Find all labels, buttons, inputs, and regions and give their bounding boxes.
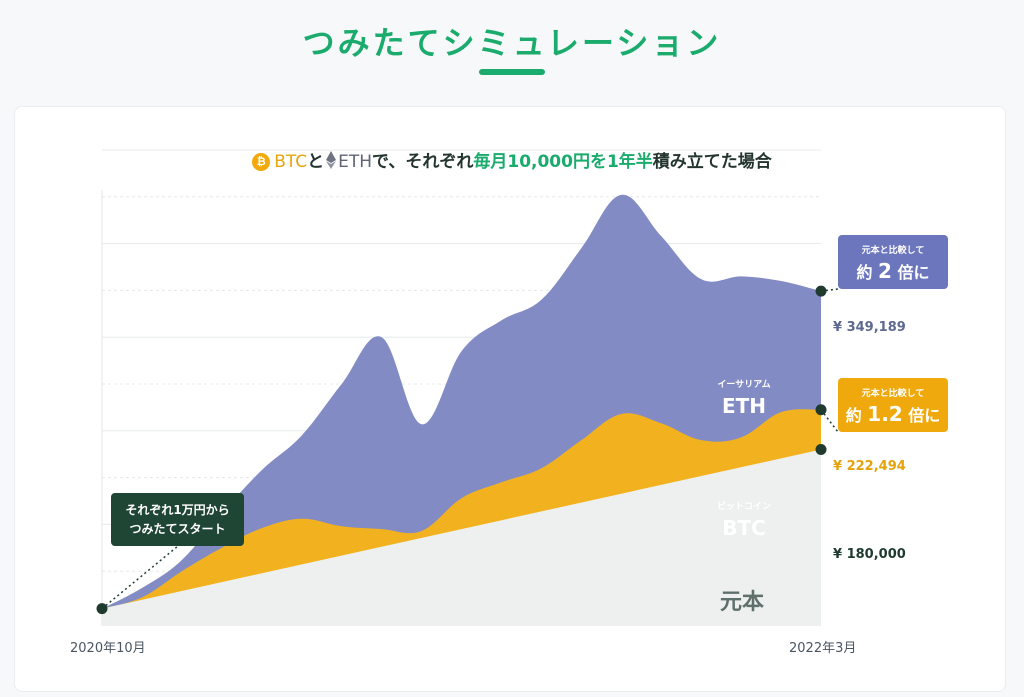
chart-areas	[102, 194, 821, 626]
start-callout-line2: つみたてスタート	[129, 522, 226, 536]
title-btc: BTC	[274, 152, 308, 172]
page-title: つみたてシミュレーション	[302, 24, 722, 62]
btc-end-marker	[815, 404, 827, 416]
chart-title: ₿ BTCと ETHで、それぞれ毎月10,000円を1年半積み立てた場合	[0, 147, 1024, 172]
btc-series-sub: ビットコイン	[716, 502, 771, 512]
btc-compare-number: 1.2	[867, 402, 903, 426]
btc-compare-big: 約 1.2 倍に	[838, 402, 948, 426]
title-highlight: 毎月10,000円を1年半	[473, 152, 653, 172]
btc-compare-prefix: 約	[845, 406, 862, 425]
x-end-label: 2022年3月	[789, 641, 857, 656]
start-callout: それぞれ1万円から つみたてスタート	[111, 493, 244, 546]
start-callout-line1: それぞれ1万円から	[125, 503, 230, 517]
title-and: と	[307, 152, 325, 172]
principal-area	[102, 449, 821, 626]
bitcoin-icon: ₿	[252, 153, 271, 171]
start-marker	[96, 603, 108, 615]
title-eth: ETH	[338, 152, 373, 172]
eth-series-sub: イーサリアム	[717, 380, 771, 390]
eth-compare-callout: 元本と比較して 約 2 倍に	[838, 235, 948, 289]
principal-series-label: 元本	[720, 590, 765, 615]
eth-end-marker	[815, 285, 827, 297]
title-end: 積み立てた場合	[652, 152, 772, 172]
eth-compare-suffix: 倍に	[897, 263, 930, 282]
btc-compare-callout: 元本と比較して 約 1.2 倍に	[838, 378, 948, 432]
eth-series-main: ETH	[721, 394, 767, 418]
eth-compare-big: 約 2 倍に	[838, 259, 948, 283]
x-start-label: 2020年10月	[70, 641, 146, 656]
ethereum-icon	[326, 151, 337, 169]
btc-compare-small: 元本と比較して	[861, 389, 925, 399]
eth-compare-prefix: 約	[856, 263, 873, 282]
chart-markers	[96, 285, 827, 615]
eth-compare-number: 2	[878, 259, 892, 283]
btc-series-label: ビットコイン BTC	[700, 499, 788, 540]
start-leader-line	[101, 545, 179, 610]
title-underline	[479, 69, 545, 75]
eth-end-value: ¥ 349,189	[833, 320, 906, 335]
eth-series-label: イーサリアム ETH	[700, 377, 788, 418]
leader-lines	[101, 288, 839, 610]
principal-end-value: ¥ 180,000	[833, 547, 906, 562]
btc-compare-suffix: 倍に	[908, 406, 941, 425]
btc-end-value: ¥ 222,494	[833, 459, 906, 474]
eth-compare-small: 元本と比較して	[861, 246, 925, 256]
btc-series-main: BTC	[722, 516, 766, 540]
principal-end-marker	[815, 444, 827, 456]
title-mid: で、それぞれ	[372, 152, 474, 172]
